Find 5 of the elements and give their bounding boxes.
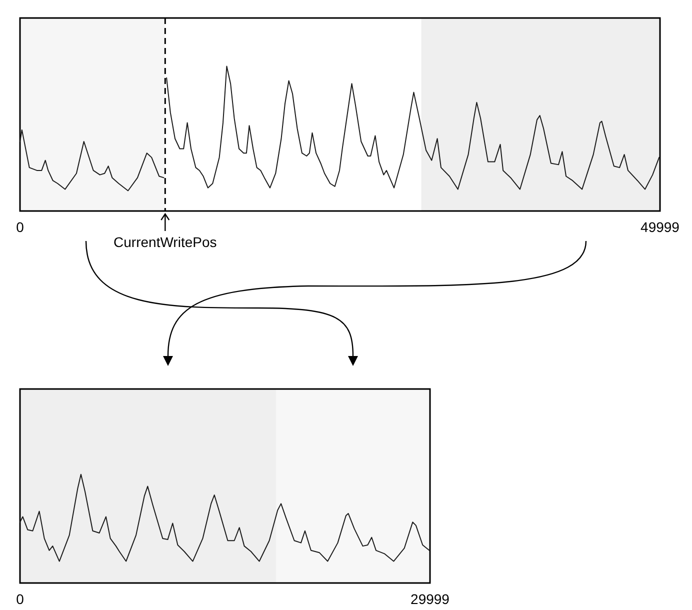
x-tick-label: 0 [16,591,24,607]
ref-line-label: CurrentWritePos [114,234,217,250]
x-tick-label: 29999 [410,591,450,607]
x-tick-label: 0 [16,219,24,235]
x-tick-label: 49999 [640,219,680,235]
